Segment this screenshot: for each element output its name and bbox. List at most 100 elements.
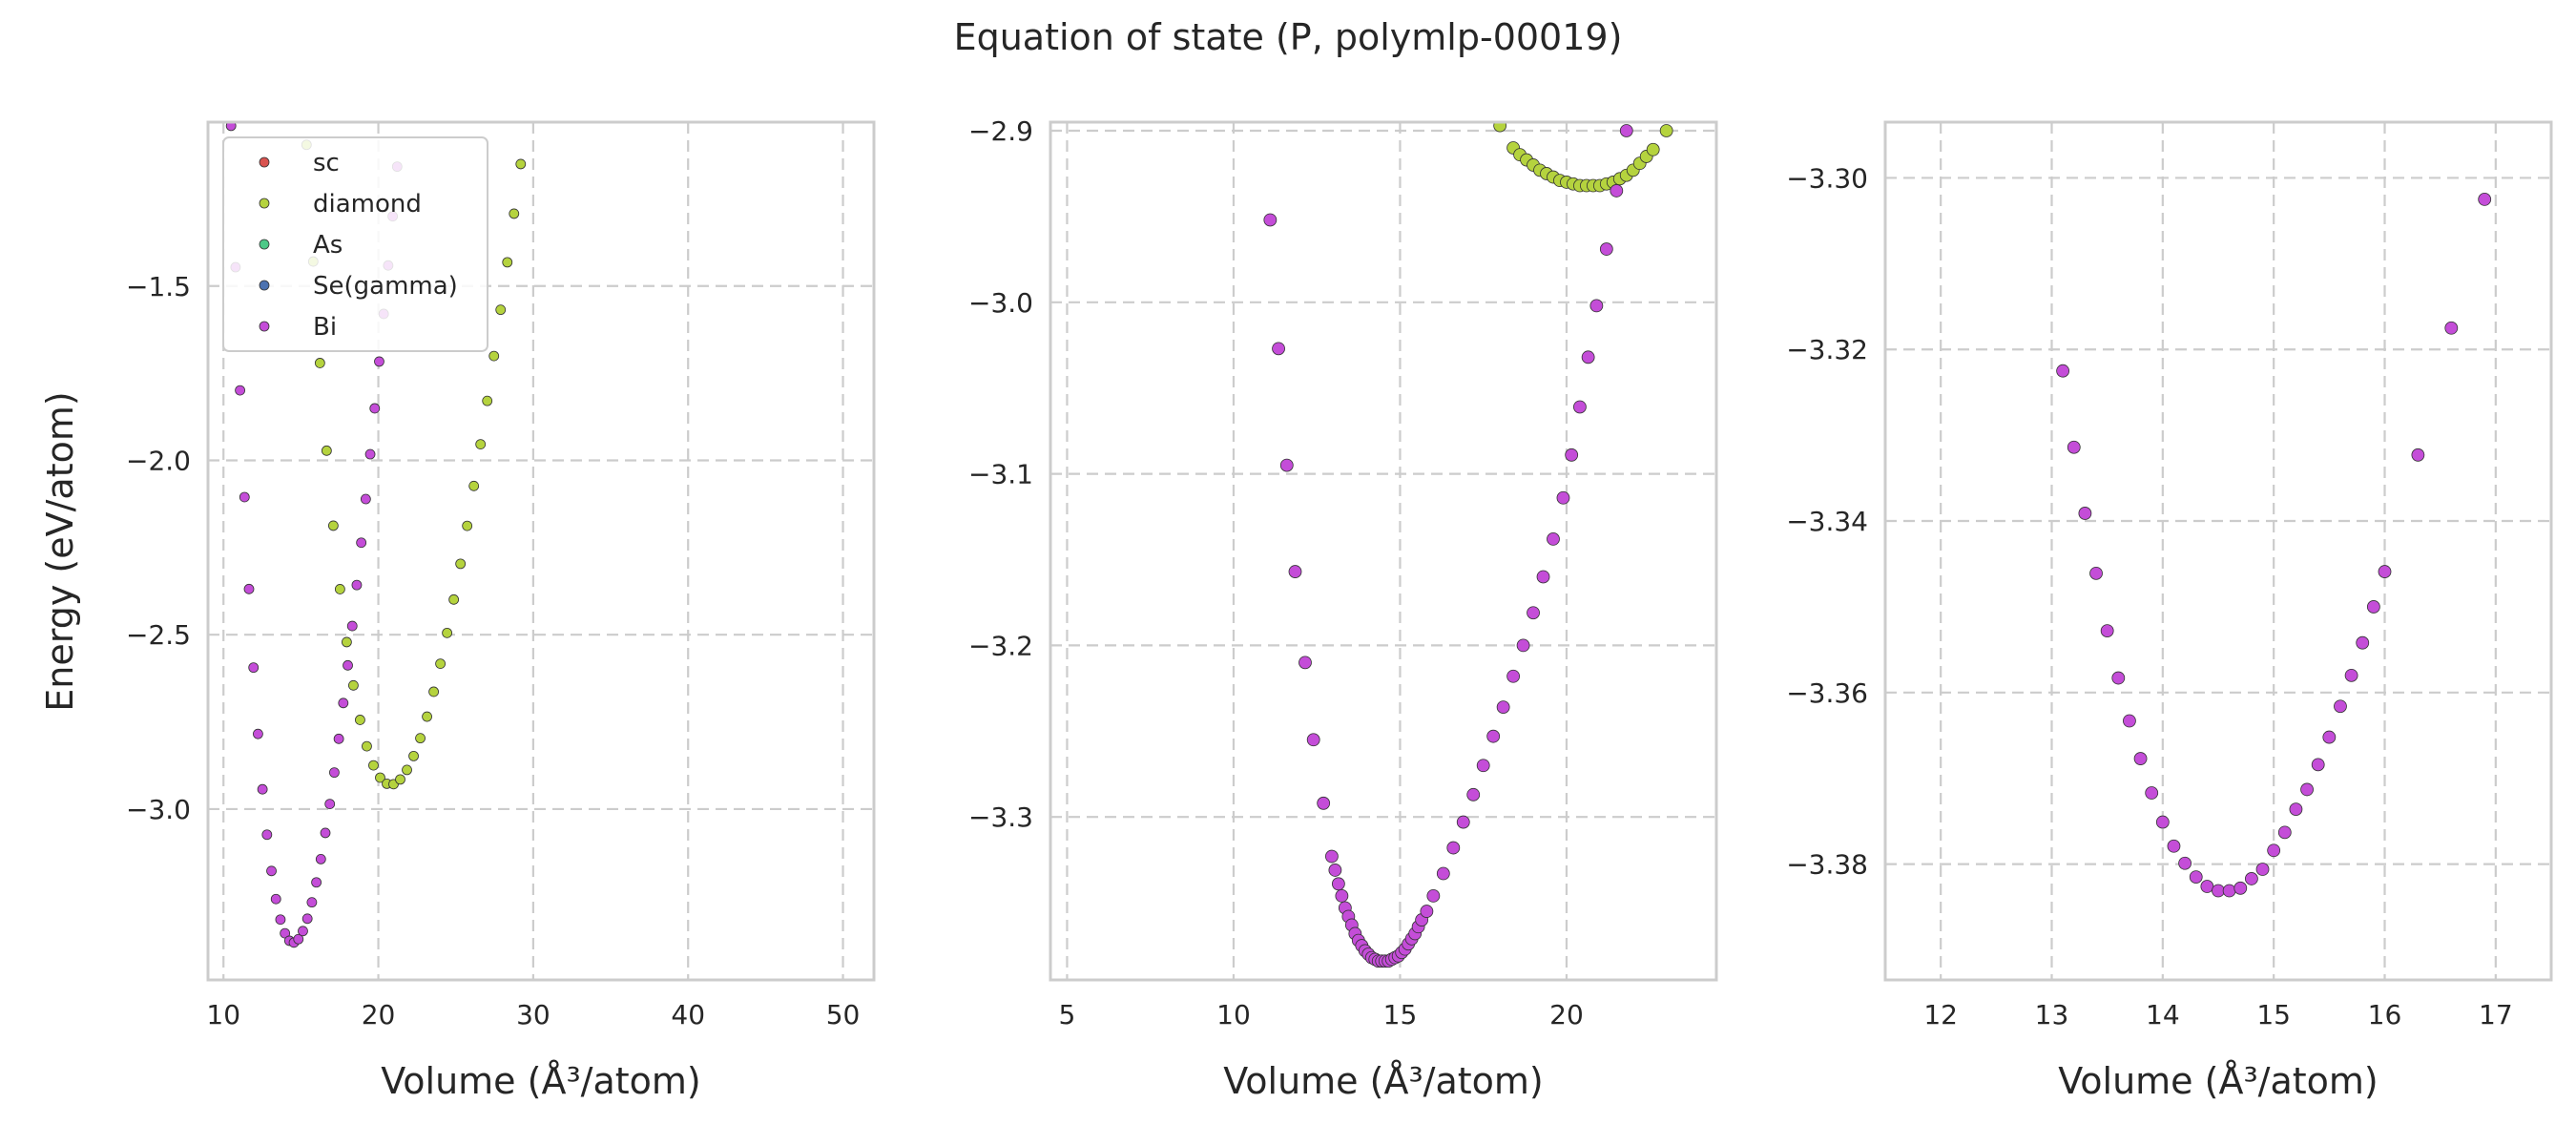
panel-left: 10 20 30 40 50 −1.5 −2.0 −2.5 −3.0 Volume (Å³/at… (39, 57, 876, 1102)
panel-right-points (2056, 193, 2492, 898)
bi-point (1335, 889, 1349, 903)
bi-point (2366, 600, 2380, 614)
panel-right-xtick-label: 16 (2368, 999, 2402, 1030)
panel-left-ticks: 10 20 30 40 50 −1.5 −2.0 −2.5 −3.0 (126, 271, 860, 1030)
bi-point (338, 697, 349, 709)
panel-middle-series (1263, 122, 1673, 968)
bi-point (293, 933, 304, 945)
panel-middle-xtick-label: 5 (1059, 999, 1076, 1030)
bi-point (2233, 881, 2248, 895)
diamond-point (314, 358, 325, 368)
panel-right: 12 13 14 15 16 17 −3.30 −3.32 −3.34 −3.36 −3.38 Vo… (1786, 120, 2553, 1102)
diamond-point (402, 764, 412, 776)
legend-label-diamond: diamond (313, 190, 422, 219)
panel-middle-ytick-label: −3.1 (968, 459, 1033, 490)
diamond-point (1493, 122, 1507, 133)
bi-point (1573, 400, 1587, 414)
bi-point (2056, 364, 2070, 378)
bi-point (1506, 669, 1521, 683)
panel-middle-points (1263, 122, 1673, 968)
bi-point (329, 767, 340, 779)
bi-point (1565, 448, 1579, 462)
panel-middle-xtick-label: 20 (1549, 999, 1584, 1030)
bi-point (2155, 815, 2170, 829)
bi-point (1466, 787, 1481, 802)
bi-point (315, 854, 326, 864)
panel-left-points (225, 57, 539, 948)
panel-middle-xlabel: Volume (Å³/atom) (1223, 1060, 1544, 1102)
bi-point (2356, 635, 2370, 650)
bi-point (2311, 758, 2325, 772)
bi-point (1272, 342, 1285, 356)
panel-right-xtick-label: 13 (2035, 999, 2069, 1030)
diamond-point (355, 715, 365, 725)
bi-point (2111, 671, 2126, 685)
bi-point (1556, 490, 1570, 505)
bi-point (1619, 124, 1633, 137)
bi-point (369, 403, 381, 414)
bi-point (1581, 350, 1595, 364)
bi-point (1306, 733, 1320, 747)
diamond-point (415, 733, 426, 744)
diamond-point (375, 772, 385, 783)
bi-point (1288, 565, 1302, 578)
bi-point (298, 926, 308, 937)
panel-middle-ytick-label: −3.3 (968, 802, 1033, 833)
panel-right-grid (1885, 122, 2551, 980)
diamond-point (1646, 142, 1660, 156)
legend-label-sc: sc (313, 149, 340, 177)
bi-point (239, 491, 250, 503)
bi-point (356, 537, 367, 549)
diamond-point (488, 350, 500, 362)
bi-point (397, 112, 406, 121)
bi-point (2089, 566, 2103, 580)
diamond-point (468, 480, 480, 491)
panel-left-xlabel: Volume (Å³/atom) (381, 1060, 701, 1102)
panel-right-ytick-label: −3.32 (1786, 334, 1868, 365)
panel-right-ytick-label: −3.30 (1786, 162, 1868, 194)
bi-point (2244, 872, 2258, 885)
bi-point (1298, 656, 1312, 670)
bi-point (1476, 759, 1490, 773)
bi-point (346, 620, 358, 632)
bi-point (2344, 668, 2358, 682)
bi-point (235, 385, 246, 396)
diamond-point (362, 740, 372, 752)
bi-point (1263, 213, 1278, 227)
panel-right-xtick-label: 12 (1923, 999, 1958, 1030)
bi-point (253, 728, 263, 739)
panel-right-ytick-label: −3.38 (1786, 849, 1868, 881)
panel-left-ytick-label: −3.0 (126, 794, 191, 825)
diamond-point (395, 774, 405, 785)
panel-left-xtick-label: 40 (671, 999, 705, 1030)
diamond-point (435, 658, 447, 670)
bi-point (1456, 815, 1470, 829)
bi-point (324, 799, 336, 809)
bi-point (2078, 507, 2092, 520)
legend-frame (222, 136, 488, 352)
panel-middle-xtick-label: 15 (1383, 999, 1418, 1030)
bi-point (333, 733, 344, 744)
diamond-point (348, 679, 359, 691)
bi-point (2212, 884, 2225, 898)
bi-point (311, 877, 322, 888)
panel-right-series (2056, 193, 2492, 898)
panel-left-frame (206, 120, 876, 982)
bi-point (2378, 565, 2392, 578)
diamond-point (428, 686, 439, 697)
legend-marker-as (259, 239, 270, 250)
panel-middle-frame (1049, 120, 1718, 982)
legend-entries: sc diamond As Se(gamma) Bi (259, 149, 458, 342)
bi-point (2289, 802, 2303, 816)
bi-point (1420, 905, 1434, 918)
bi-point (280, 927, 291, 939)
diamond-point (530, 57, 539, 67)
diamond-point (509, 208, 520, 219)
panel-right-xtick-label: 17 (2479, 999, 2513, 1030)
panel-right-ytick-label: −3.34 (1786, 506, 1868, 537)
bi-point (1527, 606, 1540, 620)
legend: sc diamond As Se(gamma) Bi (222, 136, 488, 352)
bi-point (2178, 856, 2192, 870)
bi-point (2478, 193, 2492, 206)
